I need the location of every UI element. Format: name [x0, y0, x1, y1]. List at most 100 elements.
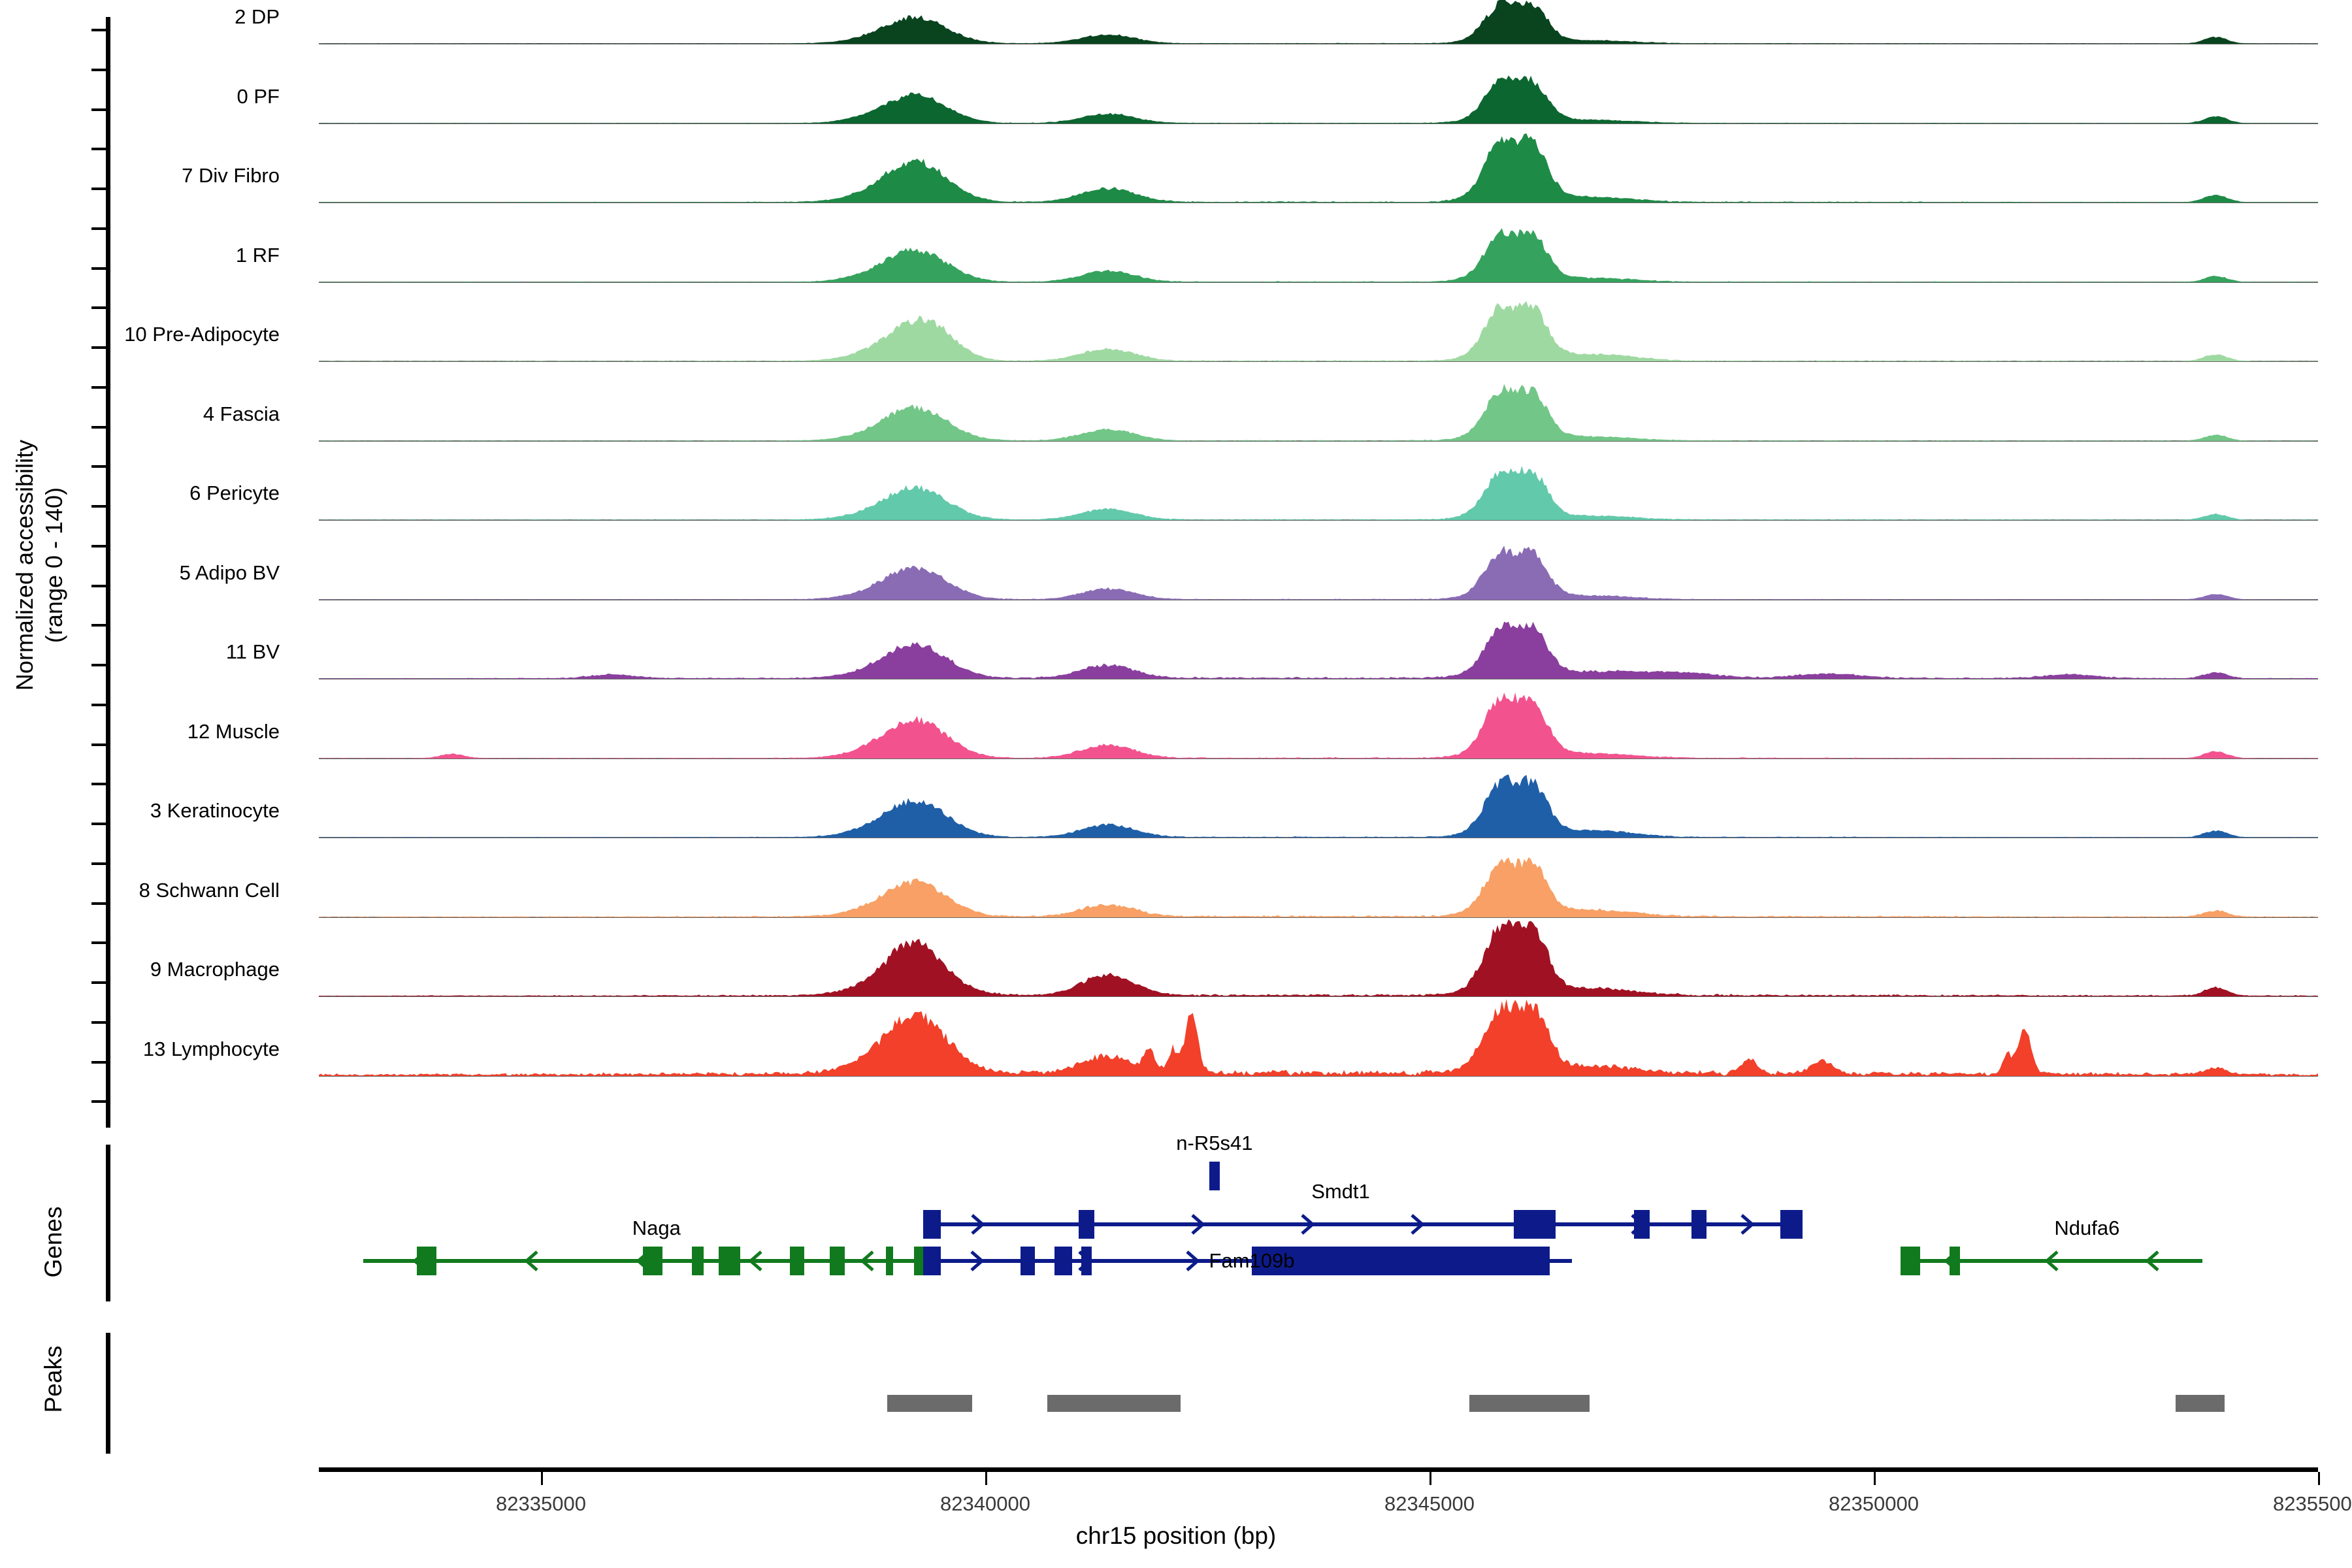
y-axis-tick [91, 465, 106, 468]
arrow-left-icon [860, 1250, 874, 1271]
gene-exon [1054, 1247, 1073, 1275]
signal-track: 3 Keratinocyte [150, 774, 2318, 838]
y-axis-tick [91, 823, 106, 825]
signal-area [319, 692, 2318, 759]
x-axis-tick-label: 82345000 [1384, 1492, 1475, 1515]
y-axis-tick [91, 267, 106, 270]
x-axis-tick [1874, 1472, 1876, 1485]
peak-track [319, 1333, 2318, 1454]
gene-model: Naga [319, 1150, 2318, 1307]
y-axis-tick [91, 425, 106, 429]
signal-axis-ticks [91, 17, 107, 1128]
signal-track: 5 Adipo BV [180, 545, 2318, 600]
signal-area [319, 466, 2318, 520]
gene-exon [1780, 1210, 1803, 1239]
gene-label: Naga [632, 1217, 681, 1239]
genes-section-label: Genes [40, 1206, 67, 1278]
signal-area [319, 919, 2318, 996]
gene-exon [719, 1247, 740, 1275]
y-axis-tick [91, 29, 106, 31]
y-axis-tick [91, 783, 106, 786]
arrow-left-icon [524, 1250, 538, 1271]
track-baseline [319, 202, 2318, 203]
y-axis-tick [91, 664, 106, 666]
peaks-axis-bar [106, 1333, 110, 1454]
signal-track: 0 PF [237, 74, 2318, 124]
y-axis-tick [91, 902, 106, 905]
arrow-right-icon [1411, 1214, 1425, 1235]
x-axis-tick-label: 82340000 [940, 1492, 1030, 1515]
track-label: 13 Lymphocyte [142, 1037, 280, 1060]
signal-tracks: 2 DP 0 PF 7 Div Fibro 1 RF 10 Pre-Adipocyte 4… [124, 0, 2318, 1129]
signal-track: 4 Fascia [203, 384, 2318, 442]
gene-exon [1691, 1210, 1707, 1239]
gene-exon [830, 1247, 845, 1275]
signal-area [319, 384, 2318, 441]
y-axis-tick [91, 544, 106, 547]
track-baseline [319, 1075, 2318, 1077]
x-axis-title: chr15 position (bp) [1075, 1522, 1277, 1549]
gene-model: n-R5s41 [319, 1132, 2318, 1307]
y-axis-tick [91, 1100, 106, 1103]
arrow-left-icon [747, 1250, 762, 1271]
track-baseline [319, 916, 2318, 918]
track-label: 6 Pericyte [189, 482, 280, 504]
peak-bar [2176, 1395, 2225, 1412]
signal-area [319, 301, 2318, 361]
gene-intron-line [923, 1259, 1572, 1263]
gene-model: Smdt1 [319, 1150, 2318, 1307]
arrow-right-icon [1301, 1214, 1315, 1235]
arrow-right-icon [970, 1250, 985, 1271]
genes-axis-bar [106, 1145, 110, 1301]
peaks-section-label: Peaks [40, 1345, 67, 1413]
gene-exon [789, 1247, 804, 1275]
arrow-right-icon [1740, 1214, 1755, 1235]
gene-intron-line [1900, 1259, 2203, 1263]
signal-area [319, 998, 2318, 1076]
gene-exon [643, 1247, 663, 1275]
track-baseline [319, 996, 2318, 997]
gene-exon [1949, 1247, 1960, 1275]
track-baseline [319, 598, 2318, 600]
track-label: 7 Div Fibro [182, 164, 280, 187]
y-axis-tick [91, 148, 106, 151]
track-label: 12 Muscle [187, 719, 280, 743]
gene-model: Ndufa6 [319, 1150, 2318, 1307]
signal-area [319, 133, 2318, 203]
y-axis-tick [91, 306, 106, 310]
track-label: 11 BV [225, 640, 280, 663]
track-baseline [319, 361, 2318, 362]
track-label: 5 Adipo BV [179, 561, 280, 584]
gene-exon [923, 1247, 941, 1275]
track-label: 1 RF [235, 243, 280, 267]
y-axis-tick [91, 227, 106, 230]
signal-area [319, 74, 2318, 123]
gene-label: Ndufa6 [2054, 1217, 2120, 1239]
signal-track: 2 DP [235, 0, 2318, 44]
gene-exon [416, 1247, 436, 1275]
y-axis-tick [91, 108, 106, 111]
track-baseline [319, 122, 2318, 124]
signal-track: 8 Schwann Cell [139, 857, 2318, 918]
gene-label: n-R5s41 [1176, 1132, 1253, 1154]
signal-area [319, 545, 2318, 600]
track-baseline [319, 837, 2318, 838]
track-label: 4 Fascia [203, 402, 280, 425]
gene-exon [1209, 1162, 1220, 1190]
signal-track: 9 Macrophage [150, 919, 2318, 997]
signal-track: 10 Pre-Adipocyte [124, 301, 2318, 362]
x-axis-tick-label: 82355000 [2273, 1492, 2352, 1515]
gene-exon [692, 1247, 704, 1275]
y-axis-tick [91, 346, 106, 349]
y-axis-tick [91, 1060, 106, 1064]
gene-label: Fam109b [1209, 1249, 1295, 1272]
track-label: 0 PF [237, 84, 280, 108]
gene-exon [1633, 1210, 1650, 1239]
arrow-left-icon [2145, 1250, 2159, 1271]
y-axis-tick [91, 703, 106, 706]
y-axis-tick [91, 862, 106, 865]
gene-intron-line [923, 1222, 1803, 1226]
x-axis-tick [985, 1472, 987, 1485]
track-baseline [319, 678, 2318, 679]
y-axis-tick [91, 188, 106, 190]
